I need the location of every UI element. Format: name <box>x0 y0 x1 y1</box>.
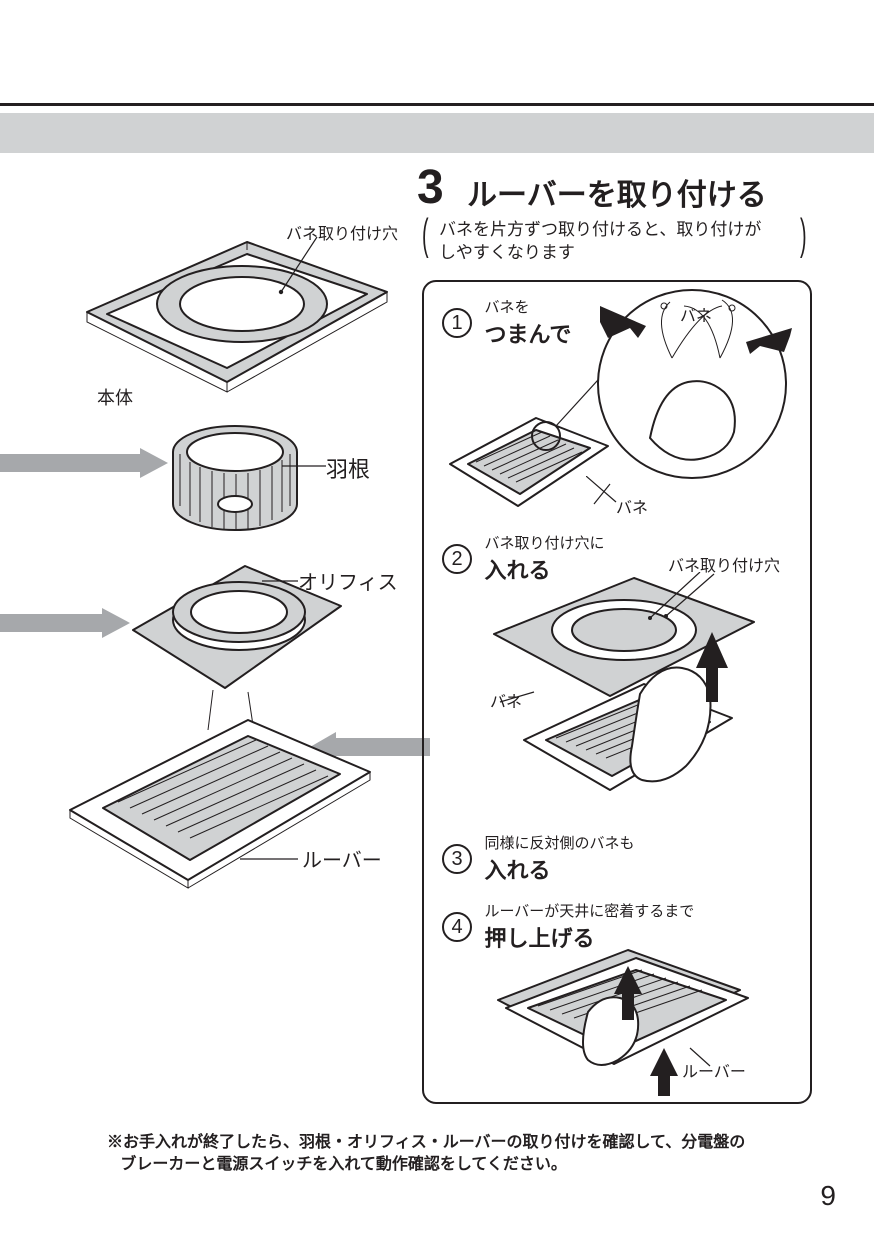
step-2-number: 2 <box>442 544 472 574</box>
section-number: 3 <box>417 160 444 215</box>
section-subtitle-l2: しやすくなります <box>439 243 575 262</box>
leader-blade <box>282 460 332 472</box>
step-4-pre: ルーバーが天井に密着するまで <box>484 903 694 920</box>
page-number: 9 <box>820 1180 836 1212</box>
leader-step1-b <box>586 476 620 506</box>
step-2-pre: バネ取り付け穴に <box>484 535 604 552</box>
header-band <box>0 113 874 153</box>
step-3-pre: 同様に反対側のバネも <box>484 835 634 852</box>
step-4-number: 4 <box>442 912 472 942</box>
section-subtitle-l1: バネを片方ずつ取り付けると、取り付けが <box>439 220 761 239</box>
label-spring-hole-top: バネ取り付け穴 <box>286 220 398 244</box>
label-blade: 羽根 <box>326 452 370 484</box>
label-orifice: オリフィス <box>298 566 398 595</box>
step-3-number: 3 <box>442 844 472 874</box>
step1-label-spring2: バネ <box>616 494 648 518</box>
footnote-l1: お手入れが終了したら、羽根・オリフィス・ルーバーの取り付けを確認して、分電盤の <box>123 1134 745 1151</box>
side-arrow-2 <box>0 608 130 638</box>
footnote-mark: ※ <box>107 1134 123 1151</box>
step2-label-spring: バネ <box>490 688 522 712</box>
fig-step1 <box>440 288 810 524</box>
paren-left: ( <box>422 210 429 260</box>
label-louver: ルーバー <box>302 844 382 873</box>
step1-label-spring: バネ <box>680 302 712 326</box>
step4-label-louver: ルーバー <box>682 1058 746 1082</box>
footnote: ※お手入れが終了したら、羽根・オリフィス・ルーバーの取り付けを確認して、分電盤の… <box>107 1132 807 1177</box>
label-body: 本体 <box>97 384 133 410</box>
header-rule <box>0 103 874 106</box>
section-subtitle: バネを片方ずつ取り付けると、取り付けが しやすくなります <box>439 219 761 265</box>
step2-label-hole: バネ取り付け穴 <box>668 552 780 576</box>
leader-louver <box>240 854 304 864</box>
section-title: ルーバーを取り付ける <box>467 170 767 214</box>
footnote-l2: ブレーカーと電源スイッチを入れて動作確認をしてください。 <box>120 1156 567 1173</box>
leader-orifice <box>262 576 302 586</box>
fig-body <box>67 232 397 402</box>
paren-right: ) <box>800 210 807 260</box>
step-3-main: 入れる <box>484 858 550 883</box>
fig-blade <box>160 414 310 544</box>
side-arrow-1 <box>0 448 170 478</box>
